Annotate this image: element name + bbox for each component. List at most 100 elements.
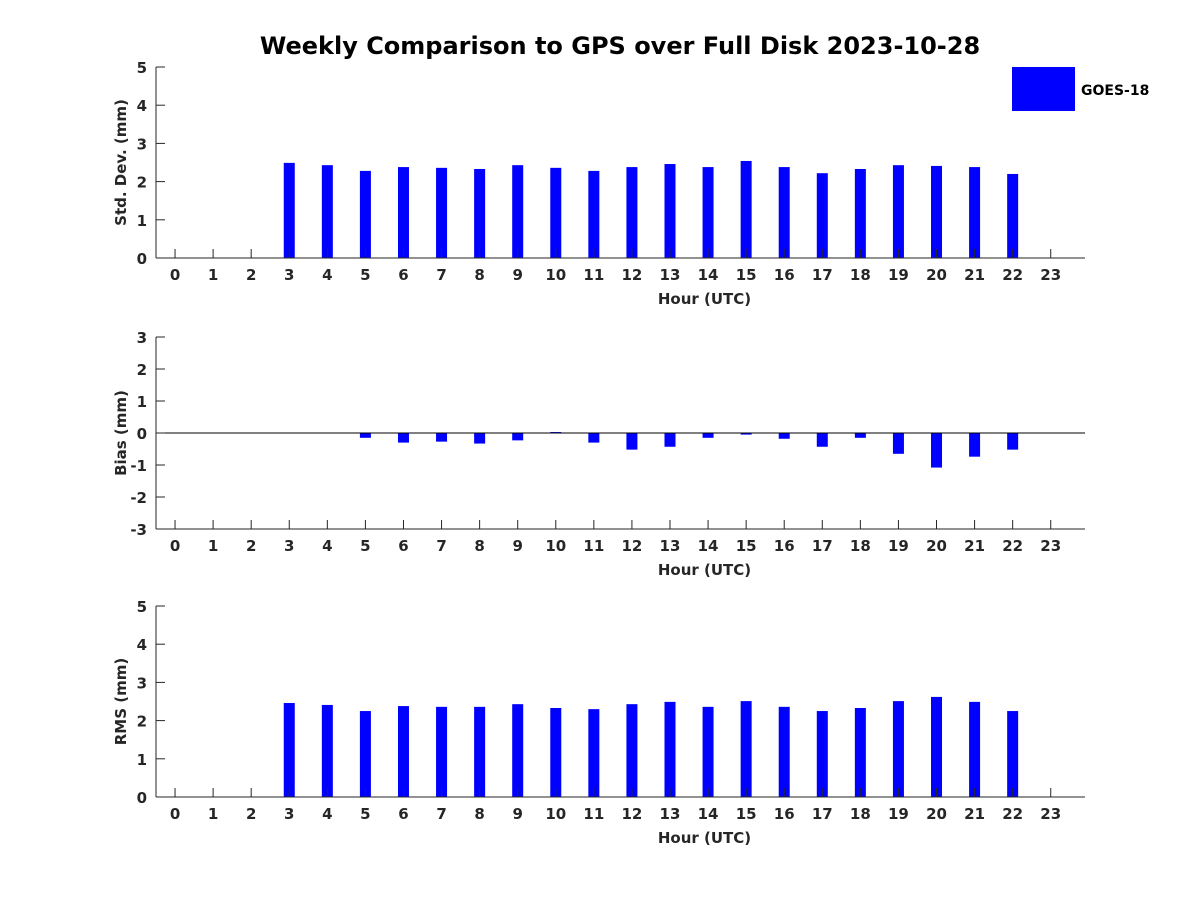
x-tick-label: 20 <box>926 805 947 823</box>
x-tick-label: 21 <box>964 537 985 555</box>
y-tick-label: 4 <box>137 636 147 654</box>
bar-hour-9 <box>512 433 524 441</box>
bar-hour-19 <box>892 165 904 258</box>
bar-hour-4 <box>321 704 333 797</box>
x-tick-label: 16 <box>774 266 795 284</box>
x-tick-label: 17 <box>812 537 833 555</box>
x-tick-label: 23 <box>1040 266 1061 284</box>
y-axis-label: Std. Dev. (mm) <box>112 99 130 226</box>
x-tick-label: 15 <box>736 805 757 823</box>
y-tick-label: 0 <box>137 425 147 443</box>
bar-hour-11 <box>588 170 600 258</box>
y-tick-label: 3 <box>137 135 147 153</box>
x-tick-label: 12 <box>621 537 642 555</box>
x-tick-label: 20 <box>926 266 947 284</box>
y-tick-label: 2 <box>137 713 147 731</box>
bar-hour-7 <box>436 167 448 258</box>
bar-hour-20 <box>931 165 943 258</box>
x-tick-label: 3 <box>284 805 294 823</box>
bar-hour-11 <box>588 709 600 797</box>
bar-hour-19 <box>892 433 904 454</box>
x-tick-label: 22 <box>1002 266 1023 284</box>
bar-hour-13 <box>664 164 676 258</box>
bar-hour-17 <box>816 173 828 258</box>
x-tick-label: 10 <box>545 266 566 284</box>
bar-hour-5 <box>359 711 371 797</box>
bar-hour-22 <box>1007 433 1019 450</box>
y-tick-label: -1 <box>130 457 147 475</box>
legend-label-goes-18: GOES-18 <box>1081 83 1149 99</box>
y-tick-label: 5 <box>137 598 147 616</box>
x-tick-label: 5 <box>360 805 370 823</box>
x-tick-label: 21 <box>964 266 985 284</box>
x-tick-label: 0 <box>170 537 180 555</box>
bar-hour-18 <box>854 707 866 797</box>
x-tick-label: 5 <box>360 266 370 284</box>
x-tick-label: 2 <box>246 266 256 284</box>
x-tick-label: 2 <box>246 537 256 555</box>
bar-hour-7 <box>436 433 448 442</box>
x-tick-label: 9 <box>512 805 522 823</box>
x-tick-label: 17 <box>812 266 833 284</box>
bar-hour-16 <box>778 706 790 797</box>
subplot-1: 0 1 2 3 4 5 6 7 8 9 10 11 12 13 14 15 16 17 18 19 20 21 22 2301… <box>112 59 1085 308</box>
bar-hour-8 <box>474 168 486 258</box>
x-tick-label: 1 <box>208 266 218 284</box>
x-tick-label: 3 <box>284 537 294 555</box>
x-tick-label: 3 <box>284 266 294 284</box>
x-tick-label: 9 <box>512 266 522 284</box>
bar-hour-15 <box>740 160 752 258</box>
x-tick-label: 16 <box>774 537 795 555</box>
x-tick-label: 10 <box>545 805 566 823</box>
bar-hour-18 <box>854 168 866 258</box>
x-tick-label: 7 <box>436 537 446 555</box>
x-tick-label: 4 <box>322 537 332 555</box>
y-tick-label: 3 <box>137 329 147 347</box>
x-tick-label: 14 <box>698 537 719 555</box>
bar-hour-22 <box>1007 173 1019 258</box>
bar-hour-5 <box>359 433 371 438</box>
x-tick-label: 13 <box>660 266 681 284</box>
bar-hour-5 <box>359 170 371 258</box>
x-tick-label: 8 <box>474 805 484 823</box>
bar-hour-12 <box>626 433 638 450</box>
x-tick-label: 13 <box>660 537 681 555</box>
x-tick-label: 9 <box>512 537 522 555</box>
x-tick-label: 12 <box>621 805 642 823</box>
x-tick-label: 6 <box>398 266 408 284</box>
bar-hour-19 <box>892 701 904 797</box>
bar-hour-22 <box>1007 711 1019 797</box>
x-tick-label: 11 <box>583 266 604 284</box>
x-tick-label: 11 <box>583 805 604 823</box>
subplot-2: 0 1 2 3 4 5 6 7 8 9 10 11 12 13 14 15 16 17 18 19 20 21 22 23-3… <box>112 329 1085 579</box>
bar-hour-15 <box>740 433 752 435</box>
bar-hour-6 <box>397 433 409 443</box>
bar-hour-17 <box>816 433 828 447</box>
x-tick-label: 22 <box>1002 805 1023 823</box>
y-tick-label: 3 <box>137 674 147 692</box>
bar-hour-9 <box>512 165 524 258</box>
x-tick-label: 0 <box>170 805 180 823</box>
x-tick-label: 5 <box>360 537 370 555</box>
bar-hour-16 <box>778 167 790 258</box>
x-tick-label: 4 <box>322 805 332 823</box>
bar-hour-18 <box>854 433 866 438</box>
bar-hour-13 <box>664 701 676 797</box>
x-tick-label: 23 <box>1040 537 1061 555</box>
x-axis-label: Hour (UTC) <box>658 561 751 579</box>
bar-hour-12 <box>626 167 638 258</box>
x-tick-label: 19 <box>888 805 909 823</box>
x-tick-label: 8 <box>474 537 484 555</box>
bar-hour-10 <box>550 707 562 797</box>
y-tick-label: 1 <box>137 751 147 769</box>
x-tick-label: 23 <box>1040 805 1061 823</box>
x-tick-label: 18 <box>850 537 871 555</box>
bar-hour-8 <box>474 433 486 444</box>
bar-hour-14 <box>702 433 714 438</box>
x-tick-label: 6 <box>398 805 408 823</box>
bar-hour-20 <box>931 433 943 468</box>
x-tick-label: 14 <box>698 805 719 823</box>
x-tick-label: 18 <box>850 266 871 284</box>
x-tick-label: 0 <box>170 266 180 284</box>
